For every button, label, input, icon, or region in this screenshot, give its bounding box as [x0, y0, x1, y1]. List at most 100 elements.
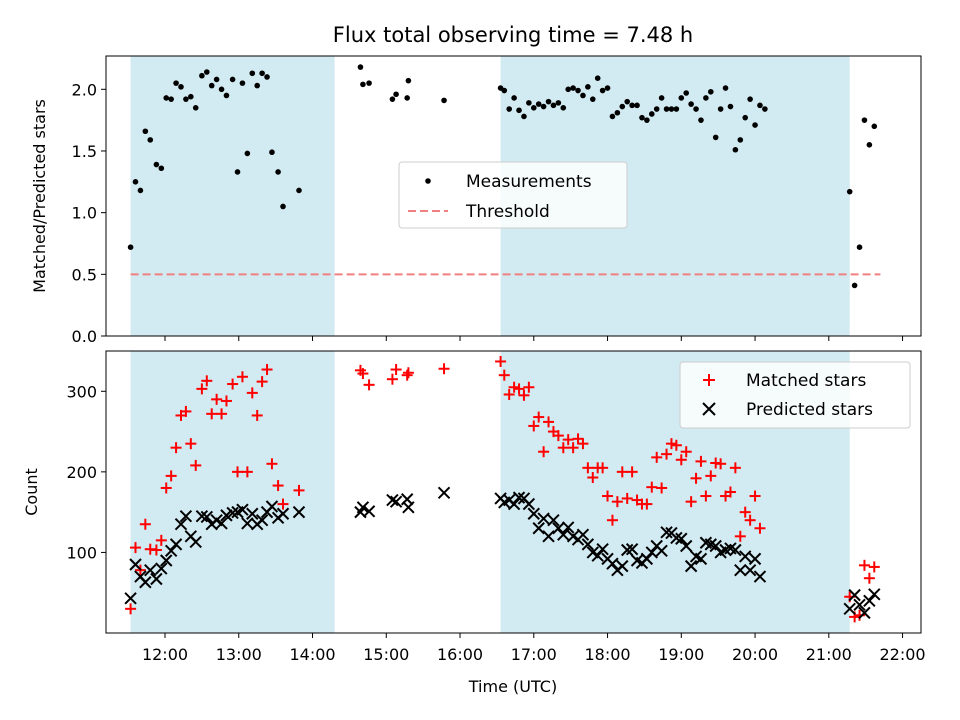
y-tick-label: 300 [66, 382, 97, 401]
measurement-point [560, 105, 567, 111]
measurement-point [280, 203, 286, 210]
x-tick-label: 20:00 [732, 645, 778, 664]
predicted-star-point [522, 497, 536, 511]
predicted-star-point [547, 513, 560, 527]
matched-star-point [611, 496, 623, 508]
measurement-point [535, 101, 542, 107]
matched-star-point [695, 455, 707, 467]
measurement-point [575, 87, 581, 94]
y-tick-label: 200 [66, 463, 97, 482]
measurement-point [732, 146, 739, 153]
measurement-point [360, 81, 366, 88]
measurement-point [653, 106, 660, 112]
predicted-star-point [625, 542, 639, 556]
measurement-point [229, 76, 236, 83]
matched-star-point [724, 486, 736, 498]
measurement-point [254, 82, 260, 89]
matched-star-point [503, 389, 515, 401]
matched-star-point [606, 514, 618, 526]
matched-star-point [538, 446, 550, 458]
measurement-point [526, 100, 532, 106]
matched-star-point [180, 405, 192, 417]
x-axis-label: Time (UTC) [468, 677, 557, 696]
matched-star-point [232, 466, 244, 478]
x-tick-label: 13:00 [216, 645, 262, 664]
matched-star-point [160, 482, 172, 494]
measurement-point [585, 84, 591, 90]
measurement-point [511, 95, 517, 101]
measurement-point [594, 75, 601, 82]
bottom-y-axis-label: Count [22, 468, 41, 516]
matched-star-point [150, 544, 162, 556]
matched-star-point [241, 466, 253, 478]
measurement-point [717, 106, 724, 112]
matched-star-point [277, 498, 289, 510]
y-tick-label: 0.5 [72, 265, 97, 284]
measurement-point [173, 80, 179, 86]
matched-star-point [651, 451, 663, 463]
matched-star-point [206, 408, 218, 420]
y-tick-label: 1.0 [72, 204, 97, 223]
predicted-star-point [215, 517, 228, 530]
matched-star-point [386, 373, 398, 385]
predicted-star-point [437, 486, 451, 500]
measurement-point [127, 244, 134, 250]
measurement-point [629, 102, 635, 109]
measurement-point [264, 74, 270, 80]
measurement-point [163, 95, 170, 101]
measurement-point [693, 106, 699, 112]
measurement-point [389, 96, 396, 102]
matched-star-point [363, 379, 375, 391]
bottom-legend: Matched stars Predicted stars [679, 361, 911, 429]
matched-star-point [685, 496, 697, 508]
matched-star-point [587, 471, 599, 483]
matched-star-point [597, 462, 609, 474]
matched-star-point [577, 438, 589, 450]
measurement-point [747, 96, 753, 102]
predicted-star-point [226, 506, 239, 520]
predicted-star-point [858, 606, 871, 620]
matched-star-point [220, 395, 232, 407]
chart-title: Flux total observing time = 7.48 h [333, 23, 693, 47]
predicted-star-point [670, 531, 683, 545]
top-legend-box [398, 161, 628, 229]
predicted-star-point [863, 594, 876, 607]
measurement-point [752, 122, 758, 128]
measurement-point [540, 103, 547, 110]
matched-star-point [390, 364, 402, 376]
measurement-point [673, 106, 680, 112]
measurement-point [742, 114, 749, 121]
measurement-point [234, 169, 241, 175]
measurement-point [506, 106, 512, 112]
measurement-point [269, 149, 275, 156]
predicted-star-point [680, 539, 693, 553]
legend-predicted-marker [702, 402, 716, 416]
predicted-star-point [129, 558, 142, 571]
measurement-point [239, 80, 246, 86]
measurement-point [658, 95, 665, 101]
matched-star-point [715, 458, 727, 470]
predicted-star-point [640, 552, 654, 566]
predicted-star-point [542, 530, 555, 543]
matched-star-point [216, 408, 228, 420]
matched-star-point [251, 409, 263, 421]
predicted-star-point [848, 588, 861, 602]
measurement-point [550, 102, 557, 109]
measurement-point [168, 96, 174, 102]
predicted-star-point [246, 507, 259, 520]
bottom-plot-frame [105, 350, 922, 634]
measurement-point [158, 165, 165, 172]
measurement-point [516, 107, 522, 114]
matched-star-point [626, 466, 638, 478]
matched-stars-points [125, 355, 880, 623]
predicted-star-point [660, 526, 673, 539]
matched-star-point [621, 492, 633, 504]
matched-star-point [744, 514, 756, 526]
top-legend: Measurements Threshold [398, 161, 628, 229]
predicted-star-point [748, 552, 762, 566]
predicted-star-point [561, 521, 575, 534]
predicted-star-point [512, 491, 526, 504]
matched-star-point [729, 462, 741, 474]
measurement-point [521, 113, 527, 120]
measurement-point [441, 97, 447, 104]
